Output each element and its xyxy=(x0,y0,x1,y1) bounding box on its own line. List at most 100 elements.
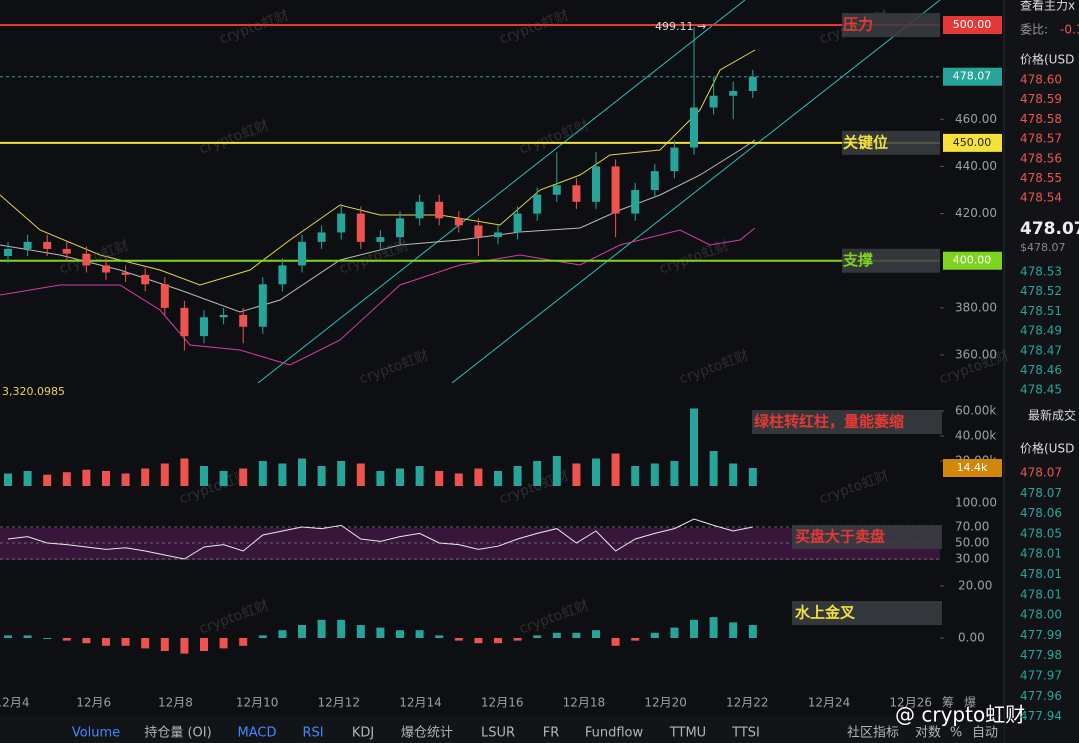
ask-price: 478.60 xyxy=(1020,73,1062,87)
macd-bar xyxy=(631,638,640,641)
candle-body xyxy=(592,166,600,202)
tab[interactable]: 对数 xyxy=(915,726,941,741)
price-tick-label: 460.00 xyxy=(955,112,997,126)
volume-bar xyxy=(650,463,659,486)
volume-bar xyxy=(631,466,640,486)
tab[interactable]: FR xyxy=(543,726,560,741)
volume-bar xyxy=(278,463,287,486)
date-label: 12月10 xyxy=(236,696,279,710)
volume-bar xyxy=(82,469,91,486)
tab[interactable]: 社区指标 xyxy=(847,725,899,741)
note-bg xyxy=(752,410,942,434)
macd-bar xyxy=(102,638,110,646)
macd-bar xyxy=(415,630,424,638)
ob-price-header: 价格(USD xyxy=(1020,52,1074,67)
price-tick-label: 440.00 xyxy=(955,159,997,173)
tab[interactable]: Volume xyxy=(72,726,120,741)
candle-body xyxy=(317,232,326,242)
tab[interactable]: RSI xyxy=(302,726,323,741)
candle-body xyxy=(141,274,150,285)
tab[interactable]: 自动 xyxy=(972,726,998,741)
bid-price: 478.49 xyxy=(1020,324,1062,338)
macd-tick-label: 0.00 xyxy=(958,631,985,645)
candle-body xyxy=(709,95,718,108)
macd-bar xyxy=(239,638,248,646)
tab[interactable]: 爆仓统计 xyxy=(401,726,453,741)
volume-bar xyxy=(200,466,208,486)
trade-price: 477.99 xyxy=(1020,628,1062,642)
note-bg xyxy=(792,525,942,549)
trade-price: 478.07 xyxy=(1020,486,1062,500)
macd-bar xyxy=(552,632,561,638)
macd-bar xyxy=(376,627,385,638)
volume-bar xyxy=(729,463,738,486)
corner-label: 筹 xyxy=(942,696,954,710)
volume-tick-label: 60.00k xyxy=(955,404,996,418)
volume-bar xyxy=(141,468,150,486)
candle-body xyxy=(631,190,640,214)
date-label: 12月20 xyxy=(644,696,687,710)
price-tick-label: 380.00 xyxy=(955,300,997,314)
candle-body xyxy=(376,237,385,242)
volume-bar xyxy=(219,471,228,486)
tab[interactable]: LSUR xyxy=(481,726,515,741)
trade-price: 477.96 xyxy=(1020,689,1062,703)
volume-current: 14.4k xyxy=(957,461,988,474)
level-box xyxy=(943,16,1002,35)
level-name-bg xyxy=(842,248,940,273)
candle-body xyxy=(533,194,542,214)
corner-label: 爆 xyxy=(964,696,976,710)
rsi-note: 买盘大于卖盘 xyxy=(795,528,885,546)
tab[interactable]: Fundflow xyxy=(585,726,644,741)
level-label: 400.00 xyxy=(953,254,992,267)
candle-body xyxy=(474,225,483,238)
tab[interactable]: KDJ xyxy=(352,726,374,741)
macd-bar xyxy=(454,638,463,641)
volume-tick-label: 40.00k xyxy=(955,429,996,443)
volume-bar xyxy=(356,463,365,486)
candle-body xyxy=(278,265,287,285)
tab-bar xyxy=(0,716,1004,743)
candle-body xyxy=(258,284,267,327)
volume-bar xyxy=(396,468,404,486)
macd-tick-label: 20.00 xyxy=(958,579,992,593)
ask-price: 478.59 xyxy=(1020,92,1062,106)
candle-body xyxy=(82,253,91,266)
tab[interactable]: TTSI xyxy=(731,726,760,741)
macd-bar xyxy=(572,632,581,638)
tab[interactable]: 持仓量 (OI) xyxy=(144,726,211,741)
volume-bar xyxy=(572,463,581,486)
candle-body xyxy=(611,166,620,214)
volume-bar xyxy=(435,471,444,486)
macd-bar xyxy=(748,625,757,638)
channel-upper xyxy=(257,0,746,384)
trade-price: 478.00 xyxy=(1020,608,1062,622)
macd-bar xyxy=(4,635,12,638)
tab[interactable]: TTMU xyxy=(669,726,706,741)
bid-price: 478.51 xyxy=(1020,304,1062,318)
macd-bar xyxy=(690,619,698,638)
boll-lower xyxy=(0,227,756,366)
ob-last: 478.07 xyxy=(1020,219,1079,239)
candle-body xyxy=(729,91,738,96)
bid-price: 478.45 xyxy=(1020,383,1062,397)
volume-bar xyxy=(552,456,561,486)
volume-bar xyxy=(180,458,189,486)
candle-body xyxy=(62,248,71,254)
volume-bar xyxy=(513,466,522,486)
tab[interactable]: % xyxy=(950,726,962,741)
volume-bar xyxy=(415,466,424,486)
date-label: 12月26 xyxy=(889,696,932,710)
date-label: 12月14 xyxy=(399,696,442,710)
candle-body xyxy=(670,147,679,172)
macd-bar xyxy=(43,638,52,639)
trade-price: 477.98 xyxy=(1020,648,1062,662)
candle-body xyxy=(23,241,32,249)
candle-body xyxy=(356,213,365,242)
footer-mark: @ crypto虹财 xyxy=(895,703,1025,727)
peak-label: 499.11 → xyxy=(655,20,706,33)
level-name: 支撑 xyxy=(842,251,873,269)
tab[interactable]: MACD xyxy=(238,726,277,741)
